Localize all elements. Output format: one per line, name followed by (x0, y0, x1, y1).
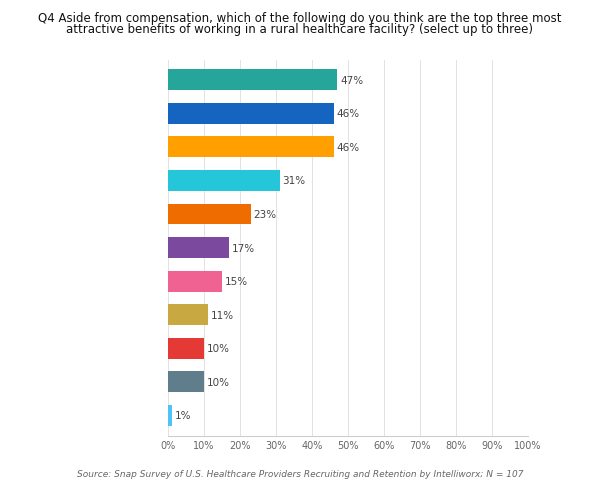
Bar (168, 104, 334, 124)
Bar (168, 271, 222, 292)
Text: 15%: 15% (225, 276, 248, 287)
Text: 46%: 46% (337, 143, 359, 152)
Text: 47%: 47% (340, 76, 363, 86)
Bar (168, 304, 208, 325)
Text: 46%: 46% (337, 109, 359, 119)
Text: Q4 Aside from compensation, which of the following do you think are the top thre: Q4 Aside from compensation, which of the… (38, 12, 562, 25)
Text: 17%: 17% (232, 243, 255, 253)
Text: 23%: 23% (254, 210, 277, 220)
Text: 1%: 1% (175, 410, 191, 421)
Bar (168, 70, 337, 91)
Bar (168, 137, 334, 158)
Text: 10%: 10% (207, 344, 230, 353)
Bar (168, 405, 172, 426)
Bar (168, 372, 204, 393)
Text: Source: Snap Survey of U.S. Healthcare Providers Recruiting and Retention by Int: Source: Snap Survey of U.S. Healthcare P… (77, 469, 523, 478)
Text: attractive benefits of working in a rural healthcare facility? (select up to thr: attractive benefits of working in a rura… (67, 23, 533, 36)
Bar (168, 171, 280, 192)
Text: 10%: 10% (207, 377, 230, 387)
Text: 11%: 11% (211, 310, 233, 320)
Bar (168, 238, 229, 258)
Bar (168, 204, 251, 225)
Text: 31%: 31% (283, 176, 305, 186)
Bar (168, 338, 204, 359)
